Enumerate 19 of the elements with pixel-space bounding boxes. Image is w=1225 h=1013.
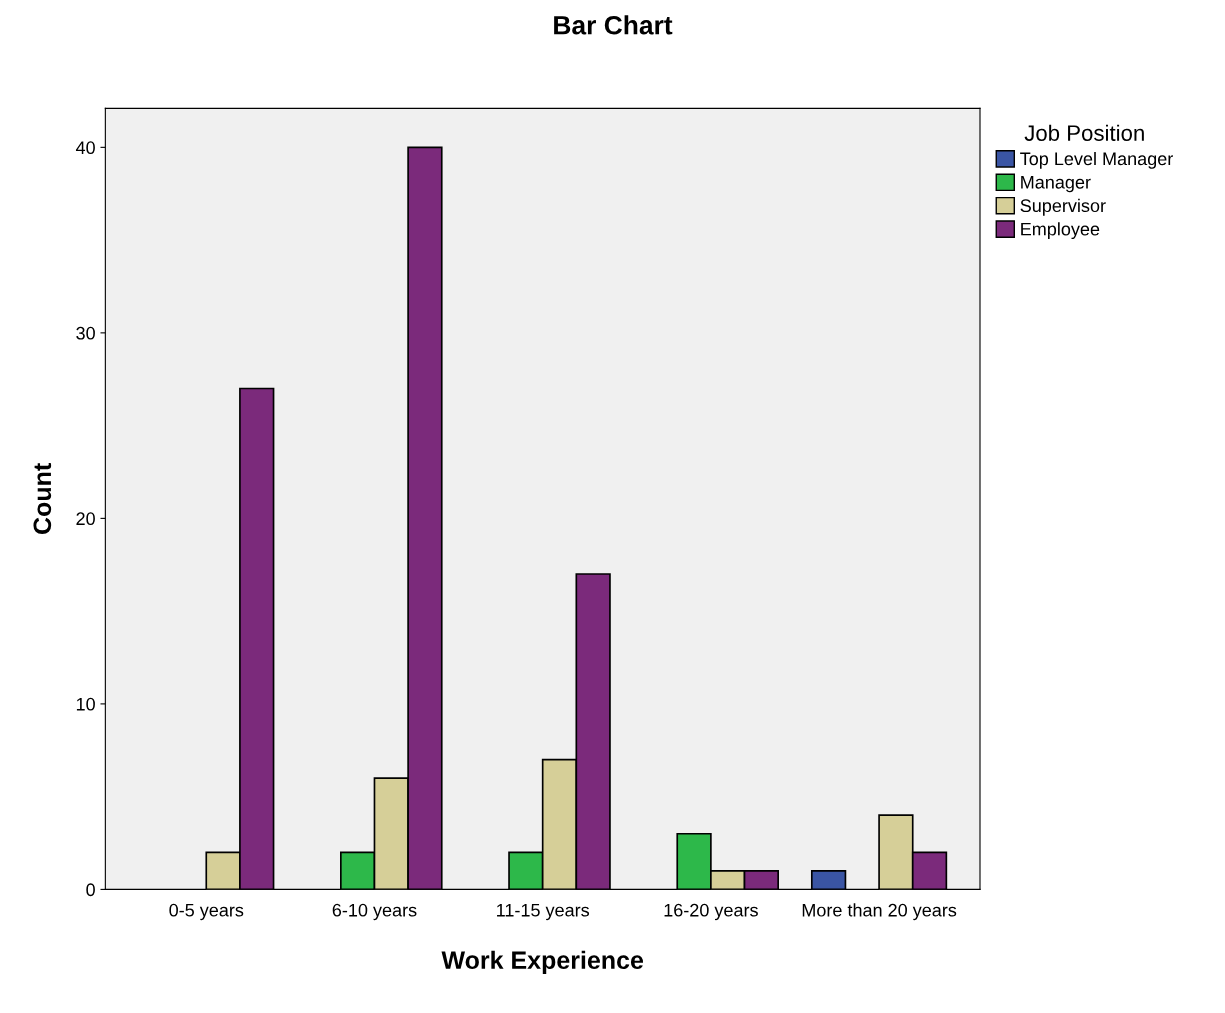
y-tick-label: 20 [76, 512, 95, 526]
legend-label: Employee [1021, 222, 1100, 240]
legend-label: Top Level Manager [1020, 151, 1173, 169]
legend-label: Supervisor [1020, 198, 1106, 216]
y-tick-label: 40 [75, 141, 95, 155]
bar [810, 870, 847, 890]
y-tick-label: 30 [76, 326, 95, 340]
y-tick-label: 10 [76, 697, 95, 711]
chart-title: Bar Chart [554, 15, 673, 35]
y-tick-label: 0 [86, 883, 95, 897]
y-axis-title: Count [33, 463, 52, 534]
x-tick-label: 6-10 years [332, 903, 417, 921]
x-tick-label: 11-15 years [497, 903, 590, 921]
x-tick-label: More than 20 years [802, 903, 957, 921]
x-tick-label: 0-5 years [169, 903, 244, 921]
legend-title: Job Position [1024, 124, 1144, 141]
x-tick-label: 16-20 years [664, 903, 758, 921]
legend-label: Manager [1021, 176, 1091, 193]
x-axis-title: Work Experience [441, 950, 644, 974]
